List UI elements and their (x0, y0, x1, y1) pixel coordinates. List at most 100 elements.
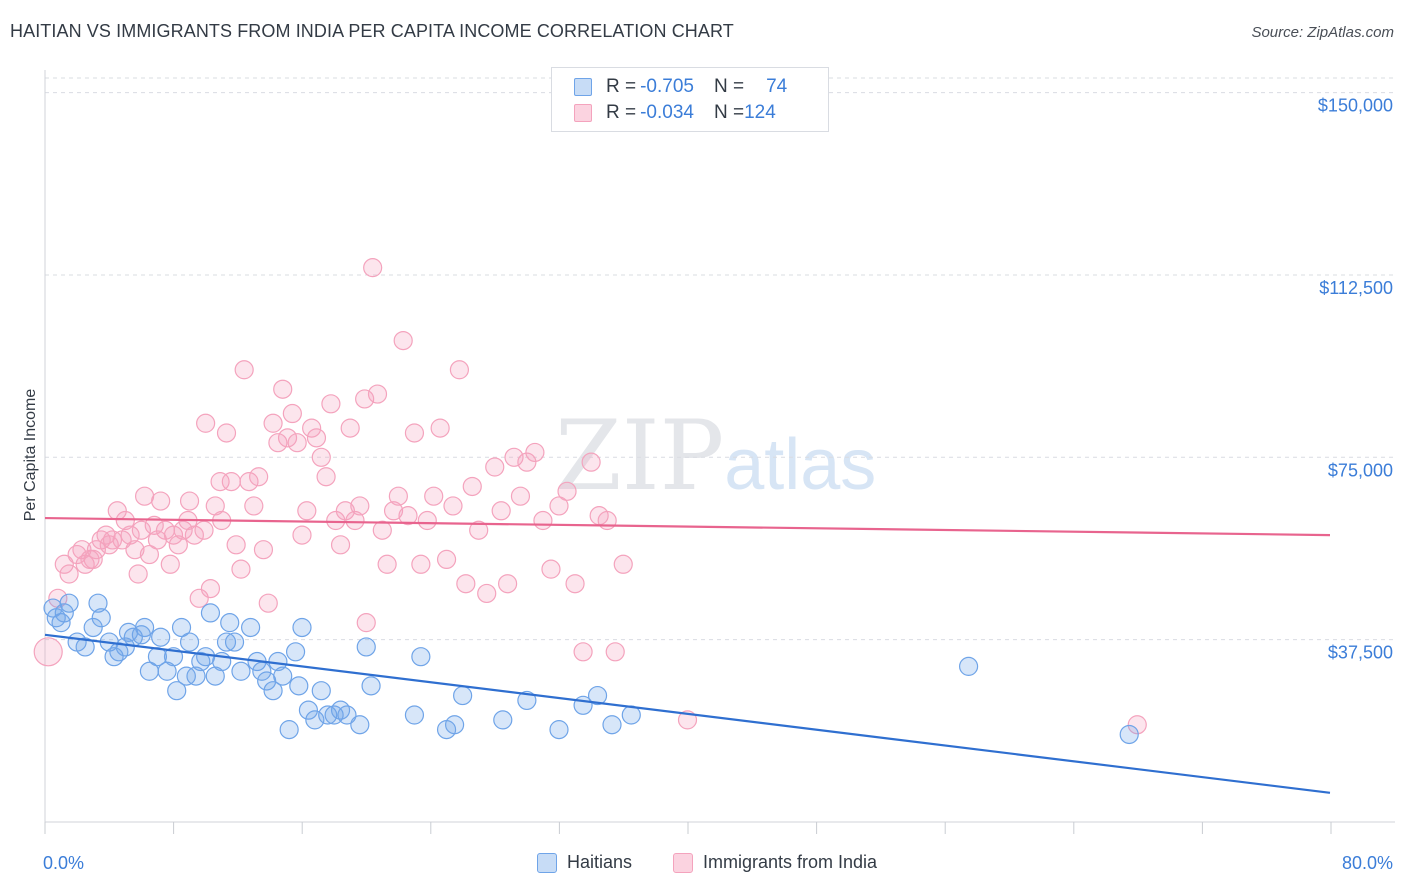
india-swatch (574, 104, 592, 122)
haitians-point (83, 617, 103, 638)
chart-title: HAITIAN VS IMMIGRANTS FROM INDIA PER CAP… (10, 21, 734, 41)
india-point (144, 515, 164, 535)
india-point (163, 525, 184, 545)
india-point (239, 472, 259, 492)
haitians-point (151, 627, 171, 647)
x-tick-label: 0.0% (43, 853, 84, 873)
haitians-point (134, 617, 155, 638)
india-point (326, 510, 346, 531)
india-point (168, 535, 188, 555)
india-trend-line (44, 516, 1331, 537)
india-point (517, 452, 537, 472)
legend-n-label: N = (713, 102, 745, 123)
haitians-point (587, 685, 608, 706)
india-point (573, 642, 593, 662)
india-point (179, 491, 200, 511)
legend-label-haitians: Haitians (567, 852, 633, 872)
haitians-point (493, 710, 513, 730)
haitians-point (311, 681, 331, 701)
y-tick-label: $75,000 (1328, 460, 1393, 480)
india-point (383, 501, 404, 521)
india-point (231, 559, 251, 579)
india-point (258, 593, 278, 613)
india-point (581, 452, 601, 472)
grid-lines (45, 77, 1395, 641)
india-point (449, 360, 470, 380)
india-point (273, 379, 293, 399)
india-point (33, 637, 63, 667)
india-point (321, 394, 341, 414)
trend-lines (44, 516, 1331, 794)
india-point (411, 554, 431, 574)
haitians-point (318, 705, 338, 725)
legend-row-haitians: R = -0.705 N = 74 (574, 76, 787, 98)
india-point (59, 564, 79, 584)
haitians-point (517, 690, 537, 711)
haitians-point (75, 637, 95, 657)
india-point (306, 428, 327, 448)
india-point (134, 486, 155, 506)
legend-label-india: Immigrants from India (703, 852, 878, 872)
india-point (125, 540, 145, 560)
india-point (128, 564, 148, 584)
india-point (613, 554, 633, 574)
india-point (184, 525, 204, 545)
haitians-legend-swatch (537, 852, 557, 873)
haitians-point (88, 593, 108, 613)
y-tick-label: $37,500 (1328, 643, 1393, 663)
haitians-point (361, 676, 381, 696)
haitians-point (292, 617, 312, 638)
india-point (287, 433, 307, 453)
haitians-point (179, 632, 200, 652)
india-legend-swatch (673, 852, 693, 873)
haitians-point (241, 617, 261, 638)
haitians-point (356, 637, 376, 657)
legend-r-label: R = (606, 102, 637, 123)
india-point (115, 510, 135, 531)
india-point (194, 520, 214, 540)
india-point (367, 384, 388, 404)
india-point (597, 510, 617, 531)
haitians-point (444, 715, 465, 735)
india-point (151, 491, 171, 511)
india-point (316, 467, 336, 487)
india-point (86, 540, 107, 560)
haitians-point (171, 617, 192, 638)
india-point (160, 554, 180, 574)
haitians-point (337, 705, 357, 725)
india-point (605, 642, 625, 662)
haitians-point (958, 656, 979, 676)
india-point (282, 403, 302, 424)
haitians-point (115, 637, 135, 657)
haitians-point (602, 715, 622, 735)
india-point (330, 535, 351, 555)
haitians-point (176, 666, 196, 686)
india-point (510, 486, 531, 506)
india-point (210, 472, 230, 492)
india-point (102, 530, 123, 550)
axes (44, 70, 1395, 834)
india-point (533, 510, 553, 531)
india-point (234, 360, 254, 380)
india-point (253, 540, 274, 560)
haitians-point (273, 666, 293, 686)
legend-n-value: 124 (744, 102, 776, 123)
legend-r-label: R = (606, 76, 637, 97)
india-point (541, 559, 561, 579)
series-haitians-points (43, 593, 1139, 745)
haitians-point (289, 676, 309, 696)
legend-item-haitians[interactable]: Haitians (537, 852, 632, 873)
india-point (377, 554, 397, 574)
haitians-point (224, 632, 245, 652)
x-tick-label: 80.0% (1342, 853, 1393, 873)
india-point (340, 418, 360, 438)
india-point (297, 501, 317, 521)
india-point (268, 433, 288, 453)
legend-item-india[interactable]: Immigrants from India (673, 852, 877, 873)
india-point (216, 423, 237, 443)
haitians-point (167, 681, 187, 701)
india-point (398, 506, 418, 526)
india-point (131, 520, 151, 540)
haitians-point (404, 705, 425, 725)
